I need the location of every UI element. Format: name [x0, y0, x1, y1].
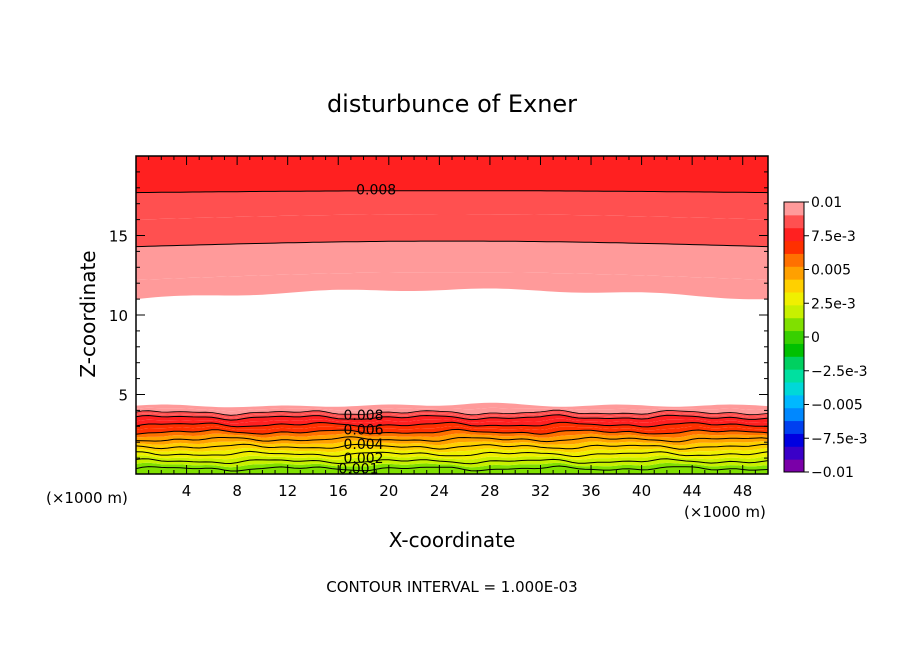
- contour-band: [136, 451, 768, 460]
- contour-band: [136, 433, 768, 442]
- colorbar-segment: [784, 459, 804, 473]
- colorbar-segment: [784, 343, 804, 357]
- colorbar-label: 0.01: [811, 195, 842, 211]
- x-tick-label: 16: [329, 482, 348, 500]
- contour-label: 0.002: [343, 451, 383, 467]
- colorbar-label: 0.005: [811, 263, 851, 279]
- colorbar-label: −0.01: [811, 465, 854, 481]
- colorbar-segment: [784, 394, 804, 409]
- colorbar-label: 2.5e-3: [811, 296, 856, 312]
- colorbar-segment: [784, 382, 804, 396]
- contour-line: [136, 436, 768, 443]
- contour-line: [136, 428, 768, 435]
- x-tick-label: 36: [581, 482, 600, 500]
- contour-line: [136, 414, 768, 421]
- colorbar-segment: [784, 356, 804, 370]
- contour-line: [136, 409, 768, 416]
- x-axis-label: X-coordinate: [389, 528, 516, 552]
- contour-band: [136, 402, 768, 412]
- contour-interval-note: CONTOUR INTERVAL = 1.000E-03: [326, 578, 577, 596]
- x-tick-label: 48: [733, 482, 752, 500]
- contour-band: [136, 241, 768, 280]
- x-tick-label: 40: [632, 482, 651, 500]
- contour-line: [136, 450, 768, 458]
- colorbar-segment: [784, 317, 804, 332]
- colorbar-segment: [784, 240, 804, 254]
- contour-band: [136, 448, 768, 457]
- y-tick-label: 15: [109, 228, 128, 246]
- colorbar-segment: [784, 433, 804, 447]
- contour-line: [136, 458, 768, 465]
- colorbar-segment: [784, 202, 804, 216]
- contour-label: 0.008: [356, 182, 396, 198]
- x-tick-label: 32: [531, 482, 550, 500]
- contour-band: [136, 474, 768, 482]
- contour-label: 0.004: [343, 437, 383, 453]
- colorbar-segment: [784, 369, 804, 383]
- z-unit-label: (×1000 m): [46, 489, 128, 507]
- y-tick-label: 10: [109, 307, 128, 325]
- x-tick-label: 44: [683, 482, 702, 500]
- colorbar-segment: [784, 253, 804, 267]
- contour-lines: [136, 190, 768, 472]
- colorbar-segment: [784, 227, 804, 242]
- colorbar-segment: [784, 292, 804, 306]
- y-tick-label: 5: [118, 387, 128, 405]
- colorbar: 0.01 7.5e-3 0.005 2.5e-3 0 −2.5e-3 −0.005 −7.5e…: [783, 195, 868, 481]
- contour-line: [136, 190, 768, 194]
- x-unit-label: (×1000 m): [684, 503, 766, 521]
- contour-line: [136, 443, 768, 450]
- x-tick-label: 8: [232, 482, 242, 500]
- contour-band: [136, 214, 768, 247]
- x-tick-label: 28: [480, 482, 499, 500]
- colorbar-segment: [784, 266, 804, 280]
- colorbar-label: 0: [811, 330, 820, 346]
- contour-line: [136, 465, 768, 472]
- x-tick-label: 24: [430, 482, 449, 500]
- contour-band: [136, 272, 768, 300]
- x-tick-label: 4: [182, 482, 192, 500]
- colorbar-segment: [784, 330, 804, 344]
- colorbar-label: −7.5e-3: [811, 431, 868, 447]
- contour-band: [136, 429, 768, 438]
- contour-band: [136, 436, 768, 446]
- contour-label: 0.008: [343, 408, 383, 424]
- colorbar-segment: [784, 407, 804, 422]
- colorbar-segment: [784, 446, 804, 460]
- x-tick-label: 12: [278, 482, 297, 500]
- colorbar-segment: [784, 214, 804, 229]
- y-axis-label: Z-coordinate: [76, 250, 100, 377]
- colorbar-label: −2.5e-3: [811, 364, 868, 380]
- colorbar-segment: [784, 420, 804, 434]
- colorbar-label: −0.005: [811, 398, 863, 414]
- contour-band: [136, 190, 768, 220]
- contour-band: [136, 455, 768, 464]
- contour-line: [136, 240, 768, 248]
- contour-band: [136, 422, 768, 431]
- contour-band: [136, 418, 768, 427]
- contour-band: [136, 410, 768, 418]
- colorbar-label: 7.5e-3: [811, 229, 856, 245]
- contour-label: 0.001: [338, 461, 378, 477]
- contour-band: [136, 458, 768, 468]
- x-tick-label: 20: [379, 482, 398, 500]
- contour-line: [136, 421, 768, 428]
- colorbar-segment: [784, 304, 804, 319]
- chart-title: disturbunce of Exner: [327, 90, 577, 118]
- contour-band: [136, 156, 768, 193]
- colorbar-segment: [784, 279, 804, 293]
- contour-label: 0.006: [343, 422, 383, 438]
